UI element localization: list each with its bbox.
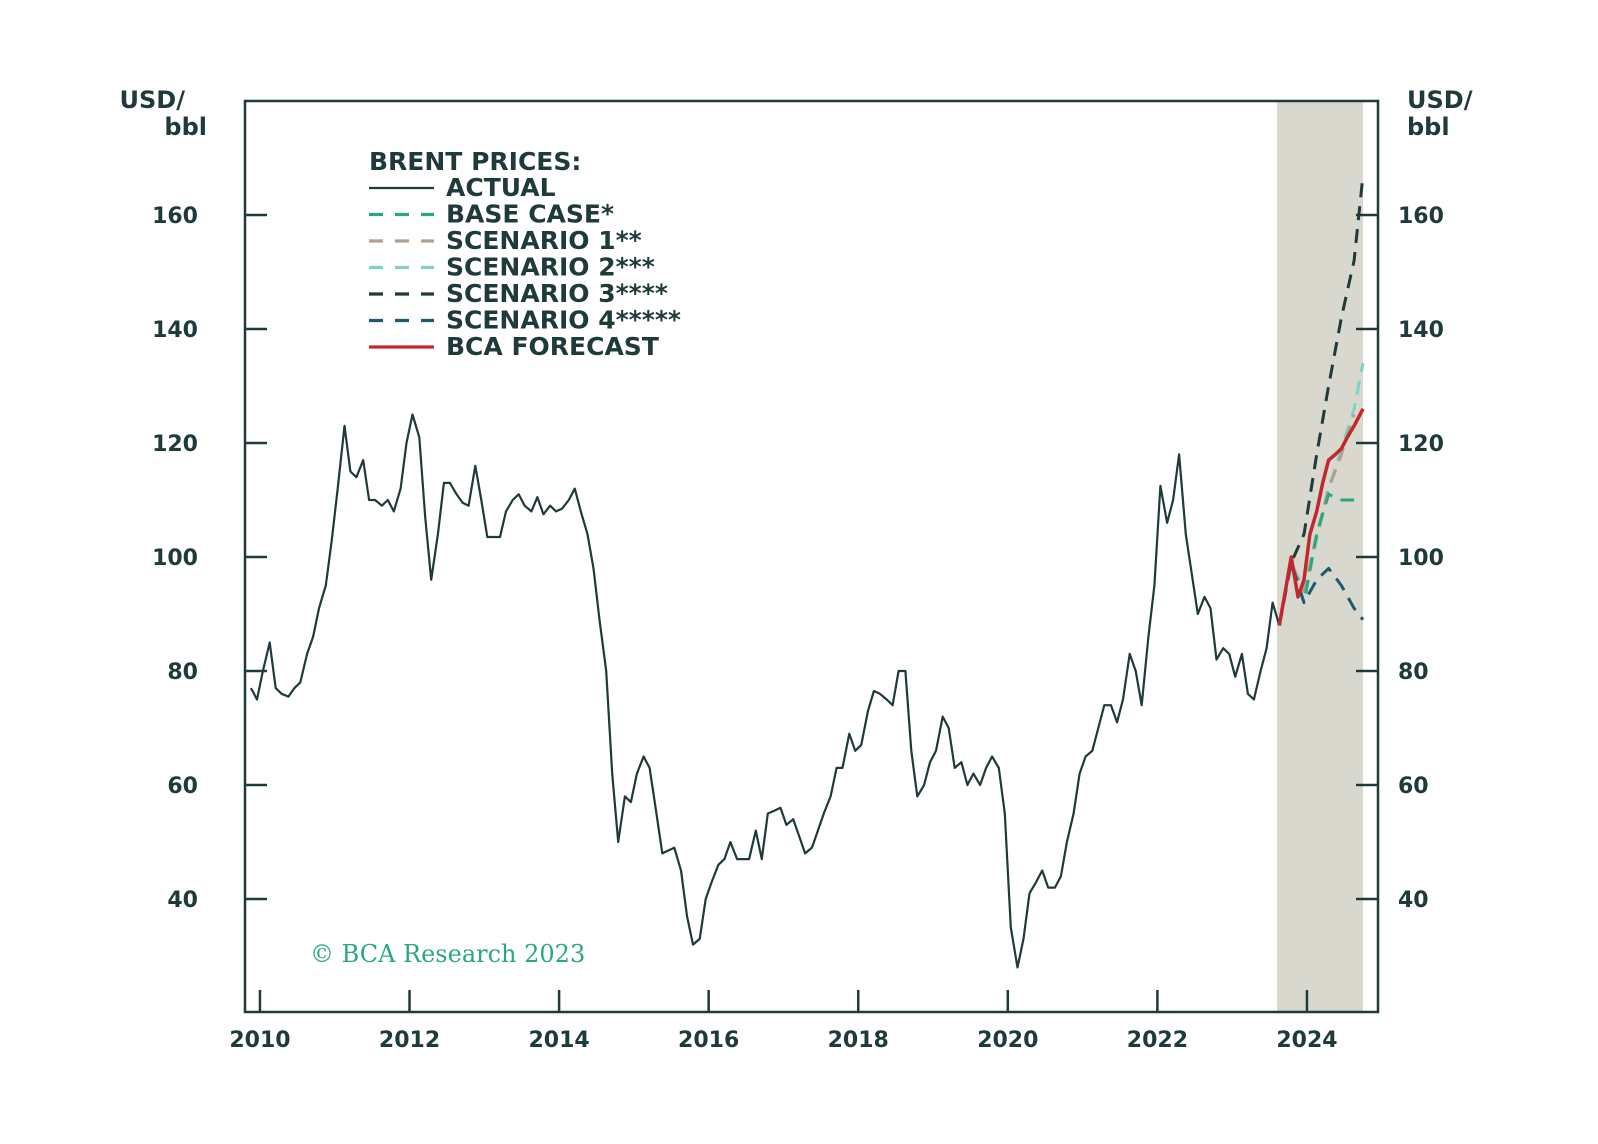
- y-axis-unit-left-line1: USD/: [120, 86, 186, 114]
- legend-label-scenario2: SCENARIO 2***: [446, 253, 655, 282]
- series-line-actual: [250, 413, 1281, 969]
- x-tick-label-2010: 2010: [229, 1028, 290, 1053]
- plot-frame: [243, 99, 1380, 1014]
- y-tick-label-right-120: 120: [1398, 432, 1444, 457]
- y-tick-label-left-40: 40: [167, 888, 198, 913]
- y-tick-label-right-40: 40: [1398, 888, 1429, 913]
- y-axis-unit-right-line1: USD/: [1407, 86, 1473, 114]
- legend-label-base_case: BASE CASE*: [446, 200, 614, 229]
- y-tick-label-right-80: 80: [1398, 660, 1429, 685]
- x-tick-label-2022: 2022: [1127, 1028, 1188, 1053]
- y-tick-label-right-160: 160: [1398, 204, 1444, 229]
- y-tick-label-right-140: 140: [1398, 318, 1444, 343]
- y-axis-unit-left-line2: bbl: [164, 113, 207, 141]
- legend-title: BRENT PRICES:: [369, 147, 581, 176]
- axes: 40 40 60 60 80 80 100 100 120 120 140 140 160 160 2010…: [152, 204, 1444, 1053]
- series-line-bca_forecast: [1277, 407, 1365, 626]
- legend-label-bca_forecast: BCA FORECAST: [446, 332, 659, 361]
- x-tick-label-2018: 2018: [828, 1028, 889, 1053]
- legend-label-scenario4: SCENARIO 4*****: [446, 306, 681, 335]
- x-tick-label-2012: 2012: [379, 1028, 440, 1053]
- legend-label-scenario1: SCENARIO 1**: [446, 226, 642, 255]
- y-axis-unit-right-line2: bbl: [1407, 113, 1450, 141]
- x-tick-label-2024: 2024: [1276, 1028, 1337, 1053]
- y-tick-label-left-120: 120: [152, 432, 198, 457]
- chart-marks: [250, 174, 1365, 969]
- y-tick-label-left-160: 160: [152, 204, 198, 229]
- series-line-scenario1: [1277, 414, 1356, 626]
- y-tick-label-left-60: 60: [167, 774, 198, 799]
- series-line-scenario3: [1277, 174, 1365, 626]
- y-tick-label-left-100: 100: [152, 546, 198, 571]
- y-tick-label-right-60: 60: [1398, 774, 1429, 799]
- y-tick-label-left-80: 80: [167, 660, 198, 685]
- copyright: © BCA Research 2023: [310, 940, 585, 968]
- legend-label-actual: ACTUAL: [446, 173, 556, 202]
- y-tick-label-right-100: 100: [1398, 546, 1444, 571]
- series-line-base_case: [1277, 492, 1355, 626]
- legend-label-scenario3: SCENARIO 3****: [446, 279, 668, 308]
- x-tick-label-2020: 2020: [977, 1028, 1038, 1053]
- y-tick-label-left-140: 140: [152, 318, 198, 343]
- x-tick-label-2016: 2016: [678, 1028, 739, 1053]
- x-tick-label-2014: 2014: [528, 1028, 589, 1053]
